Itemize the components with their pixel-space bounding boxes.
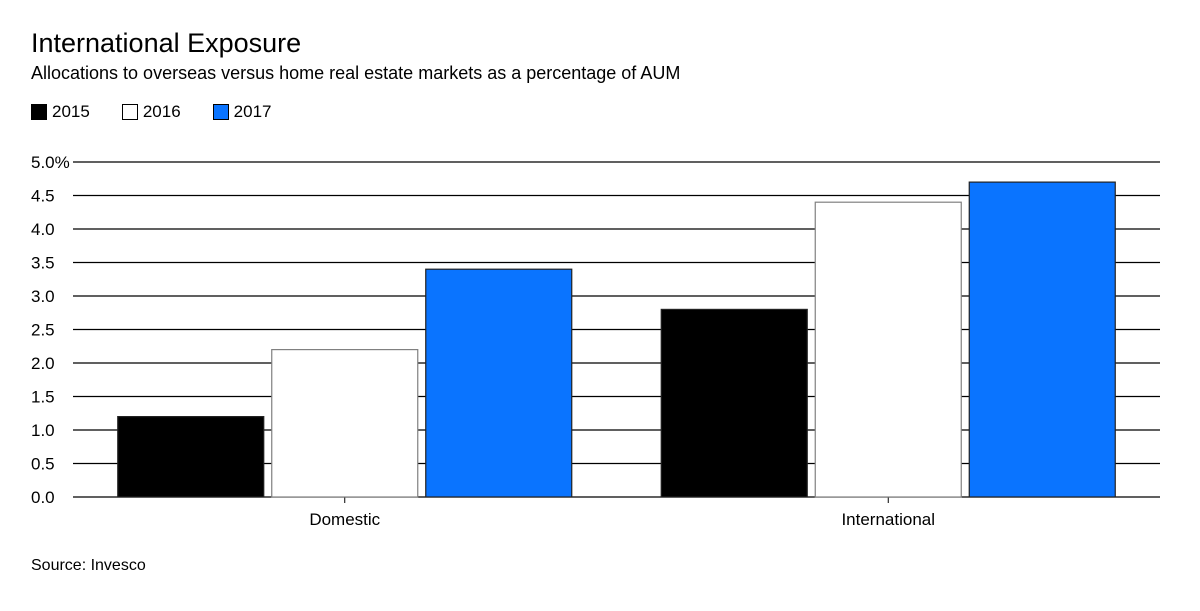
legend-swatch: [212, 104, 229, 120]
legend-swatch: [121, 104, 138, 120]
y-tick-label: 0.5: [31, 455, 55, 474]
y-tick-label: 5.0%: [31, 153, 70, 172]
y-tick-label: 1.0: [31, 421, 55, 440]
chart-title: International Exposure: [31, 28, 302, 58]
bar-domestic-2017: [425, 268, 573, 498]
y-tick-label: 4.5: [31, 187, 55, 206]
y-tick-label: 0.0: [31, 488, 55, 507]
y-tick-label: 3.5: [31, 254, 55, 273]
chart-subtitle: Allocations to overseas versus home real…: [31, 63, 681, 83]
bar-domestic-2016: [271, 349, 419, 498]
x-tick-label: International: [841, 510, 935, 529]
y-tick-label: 4.0: [31, 220, 55, 239]
x-tick-label: Domestic: [309, 510, 380, 529]
legend-label: 2015: [52, 102, 90, 121]
bar-international-2015: [660, 308, 808, 498]
legend: 2015 2016 2017: [31, 102, 303, 122]
y-tick-label: 3.0: [31, 287, 55, 306]
bar-international-2016: [814, 201, 962, 498]
y-tick-label: 2.0: [31, 354, 55, 373]
y-tick-label: 2.5: [31, 321, 55, 340]
legend-item-2015: 2015: [31, 102, 90, 122]
legend-label: 2016: [142, 102, 181, 121]
bar-international-2017: [968, 181, 1116, 498]
bar-domestic-2015: [117, 416, 265, 498]
legend-label: 2017: [233, 102, 272, 121]
y-tick-label: 1.5: [31, 388, 55, 407]
source-note: Source: Invesco: [31, 557, 146, 574]
legend-item-2016: 2016: [121, 102, 181, 122]
legend-item-2017: 2017: [212, 102, 272, 122]
legend-swatch: [31, 104, 47, 120]
